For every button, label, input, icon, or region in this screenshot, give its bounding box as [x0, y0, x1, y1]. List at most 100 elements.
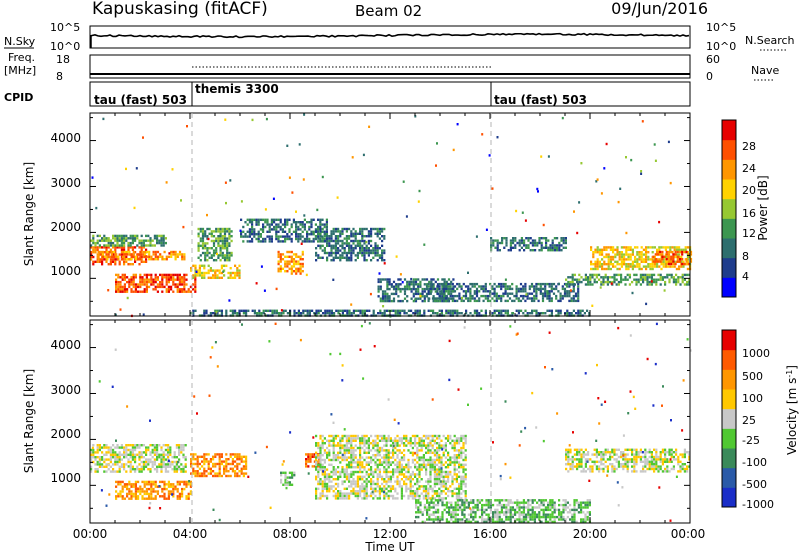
power-cell	[345, 237, 348, 240]
power-cell	[204, 230, 207, 233]
power-cell	[542, 312, 545, 315]
power-cell	[332, 230, 335, 233]
velocity-cell	[151, 465, 154, 468]
velocity-cell	[134, 490, 137, 493]
power-cell	[619, 187, 622, 190]
power-cell	[660, 260, 663, 263]
power-cell	[625, 231, 628, 235]
power-cell	[525, 293, 528, 296]
velocity-cell	[328, 444, 331, 447]
power-cell	[246, 235, 249, 238]
velocity-cell	[181, 490, 184, 493]
power-cell	[176, 283, 179, 286]
velocity-cell	[231, 470, 234, 473]
power-cell	[451, 299, 454, 303]
power-cell	[321, 249, 324, 252]
velocity-cell	[440, 475, 443, 478]
velocity-cell	[363, 458, 366, 462]
power-cell	[381, 297, 385, 300]
power-cell	[525, 246, 528, 249]
power-cell	[190, 312, 193, 315]
velocity-cell	[453, 468, 456, 471]
velocity-cell	[396, 475, 399, 478]
power-cell	[131, 239, 134, 242]
power-cell	[368, 309, 371, 312]
velocity-cell	[429, 456, 432, 459]
velocity-cell	[105, 451, 108, 454]
power-cell	[270, 237, 273, 241]
power-cell	[92, 255, 95, 259]
power-cell	[248, 221, 251, 224]
velocity-cell	[313, 455, 316, 458]
power-cell	[370, 244, 373, 247]
power-cell	[383, 262, 386, 265]
power-cell	[257, 240, 260, 243]
power-cell	[198, 271, 201, 275]
velocity-cell	[363, 439, 366, 442]
power-cell	[120, 253, 123, 256]
velocity-cell	[444, 470, 447, 474]
velocity-cell	[352, 461, 355, 464]
velocity-cell	[414, 458, 417, 462]
power-cell	[515, 290, 518, 293]
power-cell	[98, 246, 101, 249]
power-cell	[290, 255, 293, 258]
velocity-cell	[117, 480, 120, 484]
velocity-cell	[398, 473, 401, 476]
power-cell	[197, 244, 200, 247]
cpid-segment-1: tau (fast) 503	[94, 93, 187, 107]
power-cell	[536, 244, 539, 247]
velocity-cell	[365, 487, 368, 490]
power-cell	[665, 262, 668, 266]
velocity-cell	[440, 470, 443, 474]
power-cell	[419, 292, 422, 296]
power-cell	[548, 309, 551, 312]
power-cell	[683, 283, 686, 286]
power-cell	[453, 299, 457, 303]
power-cell	[359, 249, 362, 252]
power-cell	[601, 265, 604, 268]
power-cell	[115, 278, 118, 281]
power-cell	[456, 282, 459, 286]
power-cell	[90, 253, 93, 256]
power-cell	[270, 240, 273, 243]
power-cell	[145, 248, 148, 251]
velocity-cell	[418, 439, 421, 442]
power-cell	[139, 283, 142, 286]
power-cell	[337, 247, 340, 250]
power-cell	[452, 285, 455, 288]
velocity-cell	[138, 453, 141, 456]
power-cell	[592, 255, 595, 259]
power-cell	[219, 227, 222, 231]
velocity-cell	[383, 456, 386, 459]
power-cell	[321, 175, 324, 179]
velocity-cell	[447, 434, 450, 438]
power-cell	[528, 297, 531, 300]
velocity-cell	[385, 494, 388, 498]
velocity-cell	[427, 480, 430, 483]
power-cell	[131, 246, 134, 249]
velocity-cell	[381, 449, 384, 452]
power-cell	[348, 251, 351, 255]
velocity-cell	[125, 444, 128, 447]
power-cell	[112, 246, 115, 249]
velocity-cell	[383, 434, 386, 438]
power-cell	[524, 282, 527, 286]
velocity-cell	[367, 451, 370, 454]
velocity-cell	[178, 448, 181, 452]
power-cell	[412, 280, 415, 284]
power-cell	[518, 249, 521, 252]
velocity-cell	[245, 460, 248, 463]
power-cell	[147, 234, 150, 238]
velocity-cell	[414, 466, 417, 469]
power-cell	[359, 232, 362, 235]
velocity-cell	[189, 490, 192, 493]
power-cell	[245, 309, 248, 312]
velocity-cell	[90, 451, 93, 454]
velocity-cell	[453, 449, 456, 452]
power-cell	[672, 260, 675, 263]
power-cell	[345, 254, 348, 257]
power-cell	[671, 265, 674, 268]
velocity-cell	[409, 494, 412, 498]
power-cell	[138, 246, 141, 249]
